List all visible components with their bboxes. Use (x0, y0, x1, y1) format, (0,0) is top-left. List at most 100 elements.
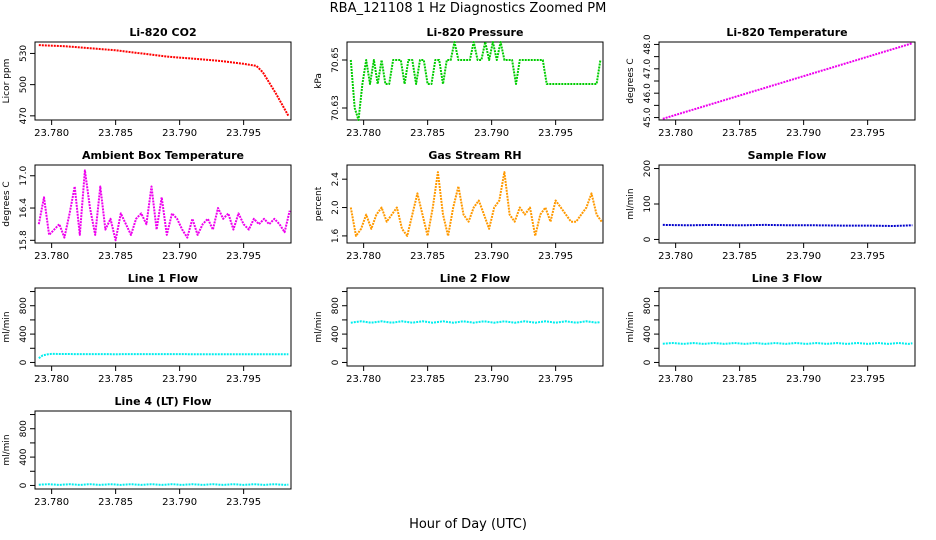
x-tick-label: 23.795 (850, 251, 885, 262)
y-tick-label: 470 (19, 107, 29, 124)
plot-frame (658, 287, 916, 367)
y-tick-label: 800 (19, 420, 29, 437)
x-tick-label: 23.785 (98, 497, 133, 508)
y-tick-label: 0 (19, 482, 29, 488)
x-tick-label: 23.790 (162, 251, 197, 262)
x-tick-label: 23.780 (658, 128, 693, 139)
y-tick-label: 16.4 (19, 198, 29, 218)
panel-temperature: Li-820 Temperature 23.780 23.785 23.790 23.7… (626, 26, 916, 139)
y-tick-label: 45.0 (643, 107, 653, 127)
x-tick-label: 23.790 (474, 128, 509, 139)
y-tick-label: 200 (643, 160, 653, 177)
panel-title: Gas Stream RH (428, 149, 521, 162)
panel-title: Line 1 Flow (128, 272, 198, 285)
series-line-rh (349, 171, 603, 237)
y-axis-label: Licor ppm (2, 59, 12, 104)
y-axis-label: degrees C (2, 181, 12, 226)
panel-title: Li-820 Pressure (427, 26, 524, 39)
y-tick-label: 15.8 (19, 230, 29, 250)
x-tick-label: 23.795 (538, 128, 573, 139)
panel-rh: Gas Stream RH 23.780 23.785 23.790 23.795 1.6… (314, 149, 604, 262)
plot-frame (34, 164, 292, 244)
y-tick-label: 500 (19, 76, 29, 93)
series-line-line1 (38, 352, 289, 360)
x-tick-label: 23.795 (538, 374, 573, 385)
y-tick-label: 70.65 (331, 47, 341, 73)
series-line-ambient (37, 169, 291, 242)
y-tick-label: 400 (331, 325, 341, 342)
x-tick-label: 23.785 (98, 128, 133, 139)
panel-title: Li-820 Temperature (726, 26, 847, 39)
x-tick-label: 23.790 (162, 374, 197, 385)
x-tick-label: 23.785 (722, 128, 757, 139)
y-axis-label: degrees C (626, 58, 636, 103)
x-tick-label: 23.790 (786, 374, 821, 385)
x-tick-label: 23.785 (410, 128, 445, 139)
y-axis-label: kPa (314, 73, 324, 89)
y-tick-label: 48.0 (643, 34, 653, 54)
plot-frame (346, 164, 604, 244)
x-tick-label: 23.780 (346, 251, 381, 262)
x-tick-label: 23.795 (226, 128, 261, 139)
series-line-line4 (38, 483, 289, 486)
y-tick-label: 70.63 (331, 95, 341, 121)
x-tick-label: 23.790 (162, 128, 197, 139)
x-tick-label: 23.795 (226, 251, 261, 262)
x-tick-label: 23.780 (34, 128, 69, 139)
series-line-co2 (38, 44, 290, 117)
x-tick-label: 23.785 (98, 251, 133, 262)
y-tick-label: 47.0 (643, 59, 653, 79)
y-tick-label: 0 (331, 359, 341, 365)
panel-title: Ambient Box Temperature (82, 149, 244, 162)
y-axis-label: ml/min (314, 311, 324, 342)
y-tick-label: 800 (19, 297, 29, 314)
y-tick-label: 46.0 (643, 83, 653, 103)
x-tick-label: 23.785 (410, 374, 445, 385)
x-tick-label: 23.795 (850, 128, 885, 139)
x-tick-label: 23.780 (346, 374, 381, 385)
plot-frame (34, 410, 292, 490)
y-tick-label: 0 (643, 236, 653, 242)
panel-co2: Li-820 CO2 23.780 23.785 23.790 23.795 470 500… (2, 26, 292, 139)
y-tick-label: 400 (19, 448, 29, 465)
series-line-pressure (349, 41, 602, 121)
x-tick-label: 23.790 (474, 251, 509, 262)
y-tick-label: 400 (19, 325, 29, 342)
panel-line4: Line 4 (LT) Flow 23.780 23.785 23.790 23.795… (2, 395, 292, 508)
x-axis-title: Hour of Day (UTC) (409, 517, 527, 532)
x-tick-label: 23.790 (474, 374, 509, 385)
y-tick-label: 800 (331, 297, 341, 314)
plot-frame (34, 41, 292, 121)
y-tick-label: 530 (19, 45, 29, 62)
panel-pressure: Li-820 Pressure 23.780 23.785 23.790 23.795 7… (314, 26, 604, 139)
y-tick-label: 0 (643, 359, 653, 365)
panel-sample_flow: Sample Flow 23.780 23.785 23.790 23.795 0 100 2… (626, 149, 916, 262)
y-tick-label: 17.0 (19, 165, 29, 185)
x-tick-label: 23.785 (98, 374, 133, 385)
x-tick-label: 23.790 (786, 251, 821, 262)
panel-title: Line 2 Flow (440, 272, 510, 285)
x-tick-label: 23.795 (226, 374, 261, 385)
x-tick-label: 23.785 (722, 374, 757, 385)
panel-title: Sample Flow (748, 149, 827, 162)
y-axis-label: ml/min (626, 311, 636, 342)
panel-line2: Line 2 Flow 23.780 23.785 23.790 23.795 0 400 8… (314, 272, 604, 385)
y-tick-label: 0 (19, 359, 29, 365)
plot-frame (346, 287, 604, 367)
x-tick-label: 23.790 (786, 128, 821, 139)
panel-line3: Line 3 Flow 23.780 23.785 23.790 23.795 0 400 8… (626, 272, 916, 385)
figure-title: RBA_121108 1 Hz Diagnostics Zoomed PM (329, 1, 607, 16)
y-tick-label: 2.0 (331, 200, 341, 215)
panel-title: Line 4 (LT) Flow (115, 395, 212, 408)
series-line-line3 (662, 342, 913, 345)
y-axis-label: ml/min (626, 188, 636, 219)
y-axis-label: ml/min (2, 434, 12, 465)
x-tick-label: 23.785 (410, 251, 445, 262)
y-tick-label: 400 (643, 325, 653, 342)
x-tick-label: 23.780 (34, 497, 69, 508)
x-tick-label: 23.780 (658, 374, 693, 385)
x-tick-label: 23.795 (850, 374, 885, 385)
y-tick-label: 2.4 (331, 172, 341, 187)
y-axis-label: ml/min (2, 311, 12, 342)
